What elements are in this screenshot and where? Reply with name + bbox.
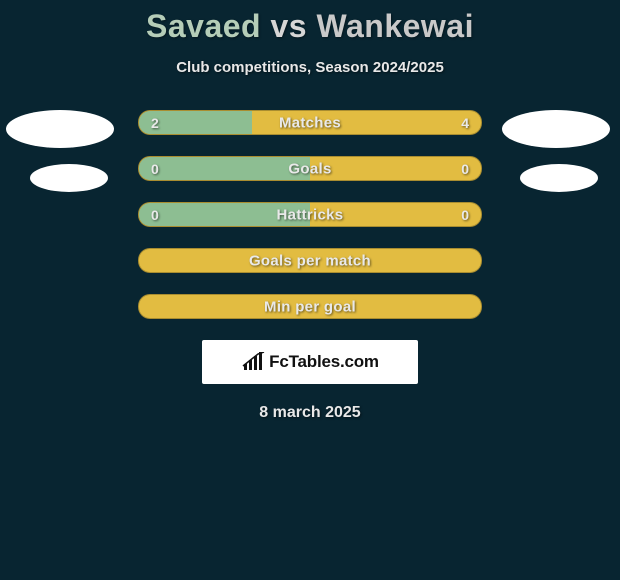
stat-label: Hattricks — [139, 206, 481, 223]
stat-right-value: 0 — [461, 207, 469, 223]
stat-bar: 0Hattricks0 — [138, 202, 482, 227]
stat-bars: 2Matches40Goals00Hattricks0Goals per mat… — [138, 110, 482, 319]
player2-badge-small — [520, 164, 598, 192]
date-label: 8 march 2025 — [0, 404, 620, 422]
player1-badge-small — [30, 164, 108, 192]
page-title: Savaed vs Wankewai — [0, 0, 620, 45]
player2-badge — [502, 110, 610, 148]
comparison-content: 2Matches40Goals00Hattricks0Goals per mat… — [0, 110, 620, 422]
stat-bar: 2Matches4 — [138, 110, 482, 135]
stat-bar: Min per goal — [138, 294, 482, 319]
player1-name: Savaed — [146, 8, 261, 44]
stat-bar: 0Goals0 — [138, 156, 482, 181]
vs-label: vs — [270, 8, 307, 44]
player1-badge — [6, 110, 114, 148]
stat-label: Goals per match — [139, 252, 481, 269]
bars-chart-icon — [241, 352, 265, 372]
stat-right-value: 0 — [461, 161, 469, 177]
player2-name: Wankewai — [316, 8, 474, 44]
brand-logo-text: FcTables.com — [269, 352, 379, 372]
stat-label: Min per goal — [139, 298, 481, 315]
brand-logo: FcTables.com — [202, 340, 418, 384]
stat-label: Matches — [139, 114, 481, 131]
subtitle: Club competitions, Season 2024/2025 — [0, 59, 620, 76]
stat-bar: Goals per match — [138, 248, 482, 273]
stat-label: Goals — [139, 160, 481, 177]
stat-right-value: 4 — [461, 115, 469, 131]
